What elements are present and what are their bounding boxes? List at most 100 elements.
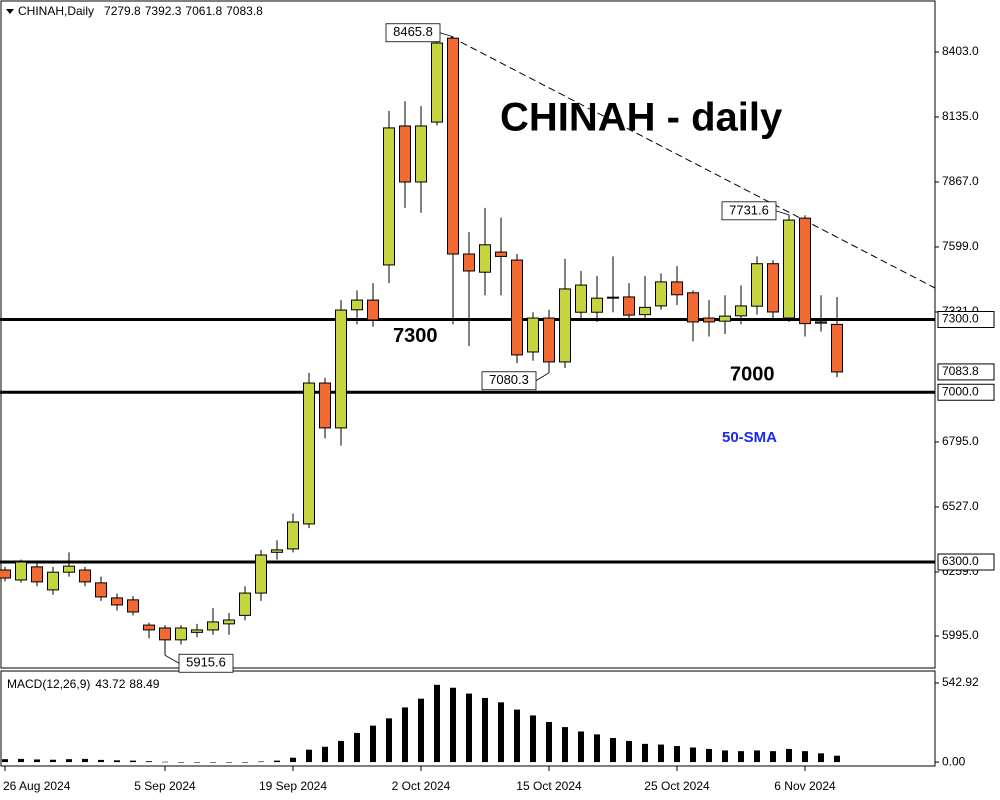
x-tick-label: 15 Oct 2024 [516, 779, 582, 793]
macd-bar [754, 750, 760, 763]
candle-body [815, 321, 827, 324]
annotation-label: 7731.6 [729, 202, 769, 217]
level-label-box [937, 383, 995, 401]
macd-bar [274, 760, 280, 763]
candle-body [287, 521, 299, 550]
price-panel-frame [0, 0, 936, 669]
macd-bar [146, 761, 152, 763]
level-label-box [937, 553, 995, 571]
macd-bar [674, 746, 680, 763]
header-high: 7392.3 [145, 4, 182, 18]
macd-bar [738, 751, 744, 763]
candle-body [335, 309, 347, 429]
candle-body [175, 627, 187, 641]
macd-bar [290, 757, 296, 763]
macd-bar [306, 749, 312, 763]
x-tick-label: 6 Nov 2024 [774, 779, 836, 793]
macd-bar [706, 748, 712, 763]
macd-bar [578, 731, 584, 763]
candle-body [191, 629, 203, 633]
macd-bar [482, 697, 488, 763]
annotation-leader [439, 32, 454, 38]
macd-bar [98, 759, 104, 763]
candle-body [831, 323, 843, 373]
candle-body [623, 296, 635, 316]
annotation-label: 8465.8 [393, 24, 433, 39]
macd-bar [162, 761, 168, 763]
level-label: 6300.0 [942, 554, 979, 568]
candle-body [559, 288, 571, 363]
candle-body [159, 627, 171, 641]
macd-bar [130, 760, 136, 763]
macd-bar [370, 725, 376, 763]
macd-header: MACD(12,26,9) 43.72 88.49 [7, 677, 160, 691]
candle-body [511, 259, 523, 356]
macd-bar [770, 751, 776, 763]
candle-body [15, 561, 27, 581]
macd-bar [226, 762, 232, 763]
candle-body [95, 582, 107, 598]
candle-body [719, 315, 731, 322]
signal-value: 88.49 [129, 677, 159, 691]
annotation-box [178, 653, 234, 673]
header-open: 7279.8 [104, 4, 141, 18]
candle-body [527, 317, 539, 353]
last-price-label: 7083.8 [942, 364, 979, 378]
macd-value: 43.72 [95, 677, 125, 691]
y-tick-label: 8135.0 [942, 109, 979, 123]
macd-bar [258, 761, 264, 763]
macd-bar [34, 759, 40, 763]
macd-bar [834, 755, 840, 763]
y-tick-label: 542.92 [942, 675, 979, 689]
level-label: 7000.0 [942, 384, 979, 398]
annotation-leader [164, 654, 180, 664]
macd-bar [466, 693, 472, 763]
sma-label: 50-SMA [722, 429, 777, 446]
candle-body [239, 592, 251, 616]
candle-body [367, 299, 379, 321]
macd-bar [434, 684, 440, 763]
macd-bar [322, 746, 328, 763]
annotation-box [385, 23, 441, 43]
candle-body [351, 299, 363, 311]
y-tick-label: 5995.0 [942, 628, 979, 642]
macd-bar [546, 721, 552, 763]
candle-body [703, 317, 715, 323]
x-tick-label: 2 Oct 2024 [392, 779, 451, 793]
x-tick-label: 26 Aug 2024 [3, 779, 71, 793]
macd-bar [210, 762, 216, 763]
macd-bar [642, 743, 648, 763]
macd-bar [450, 687, 456, 763]
y-tick-label: 7599.0 [942, 239, 979, 253]
macd-bar [498, 702, 504, 763]
macd-bar [194, 762, 200, 763]
y-tick-label: 6527.0 [942, 499, 979, 513]
candle-body [495, 251, 507, 257]
macd-bar [818, 753, 824, 763]
macd-panel-frame [0, 670, 936, 767]
candle-body [783, 219, 795, 319]
candle-body [383, 127, 395, 266]
macd-bar [402, 707, 408, 763]
annotation-leader [775, 210, 790, 216]
macd-bar [50, 759, 56, 763]
candle-body [735, 305, 747, 317]
candle-body [431, 42, 443, 123]
candle-body [111, 597, 123, 606]
candle-body [575, 284, 587, 313]
y-tick-label: 7867.0 [942, 174, 979, 188]
macd-bar [562, 727, 568, 763]
macd-bar [530, 715, 536, 763]
candle-body [127, 599, 139, 613]
macd-bar [802, 751, 808, 763]
candle-body [543, 317, 555, 363]
annotation-box [481, 371, 537, 391]
candle-body [31, 566, 43, 583]
y-tick-label: 8403.0 [942, 44, 979, 58]
macd-bar [114, 760, 120, 763]
macd-bar [786, 748, 792, 763]
header-close: 7083.8 [226, 4, 263, 18]
macd-bar [658, 744, 664, 763]
macd-bar [242, 762, 248, 763]
